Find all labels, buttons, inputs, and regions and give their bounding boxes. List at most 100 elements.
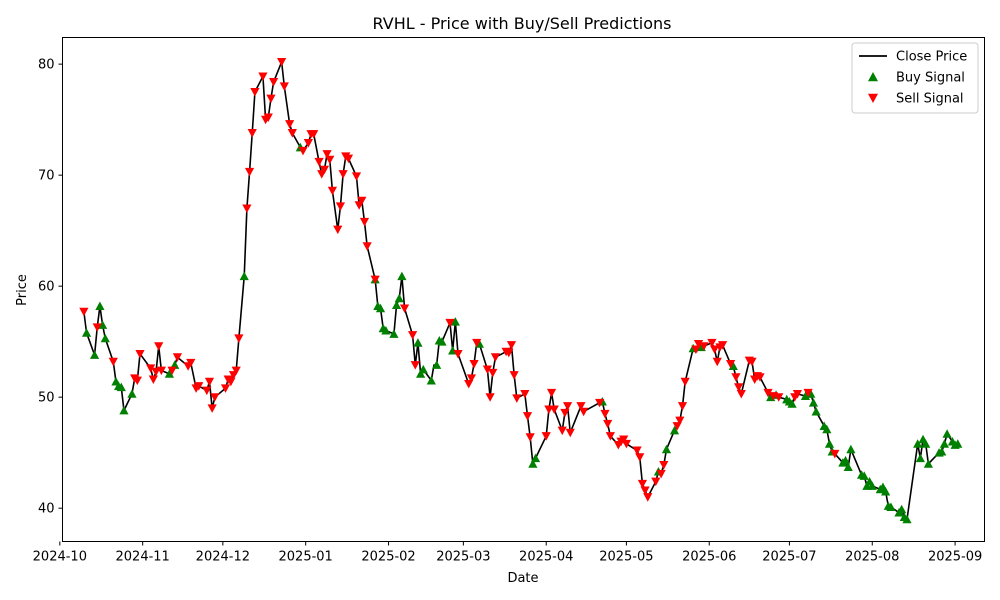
buy-signal-marker bbox=[937, 446, 947, 456]
buy-signal-marker bbox=[381, 325, 391, 335]
buy-signal-marker bbox=[100, 333, 110, 343]
buy-signal-marker bbox=[397, 271, 407, 281]
buy-signal-marker bbox=[923, 459, 933, 468]
sell-signal-marker bbox=[172, 353, 183, 362]
buy-signal-marker bbox=[897, 504, 907, 514]
sell-signal-marker bbox=[186, 358, 196, 368]
sell-signal-marker bbox=[557, 426, 567, 436]
buy-signal-marker bbox=[822, 424, 832, 434]
sell-signal-marker bbox=[148, 375, 158, 385]
x-tick-label: 2024-10 bbox=[33, 550, 87, 565]
x-axis: 2024-10 2024-11 2024-12 2025-01 2025-02 2025-… bbox=[33, 541, 982, 565]
y-tick-label: 50 bbox=[38, 391, 55, 406]
y-tick-label: 40 bbox=[38, 502, 55, 517]
buy-signal-marker bbox=[391, 300, 402, 309]
sell-signal-marker bbox=[726, 359, 736, 369]
buy-signal-marker bbox=[416, 369, 426, 378]
sell-signal-marker bbox=[333, 225, 343, 235]
sell-signal-marker bbox=[204, 377, 215, 387]
sell-signal-marker bbox=[675, 416, 685, 426]
buy-signal-marker bbox=[164, 369, 174, 378]
y-axis: 40 50 60 70 80 bbox=[38, 58, 63, 517]
sell-signal-marker bbox=[525, 433, 535, 442]
legend-box bbox=[851, 42, 979, 114]
buy-signal-marker bbox=[97, 320, 108, 329]
legend-sell-swatch bbox=[868, 93, 878, 103]
sell-signal-marker bbox=[651, 477, 661, 487]
buy-signal-marker bbox=[824, 439, 835, 448]
buy-signal-marker bbox=[867, 481, 877, 490]
sell-signal-marker bbox=[343, 154, 354, 164]
sell-signal-marker bbox=[546, 388, 557, 398]
buy-signal-marker bbox=[450, 317, 460, 326]
buy-signal-marker bbox=[953, 439, 963, 448]
y-tick-label: 80 bbox=[38, 58, 55, 73]
sell-signal-marker bbox=[410, 361, 420, 370]
sell-signal-marker bbox=[250, 87, 260, 97]
x-tick-label: 2025-07 bbox=[762, 550, 816, 565]
sell-signal-marker bbox=[92, 323, 102, 332]
sell-signal-marker bbox=[466, 374, 476, 383]
sell-signal-marker bbox=[135, 349, 145, 359]
sell-signal-marker bbox=[194, 382, 204, 391]
sell-signal-marker bbox=[325, 155, 335, 165]
sell-signal-marker bbox=[279, 82, 289, 91]
sell-signal-marker bbox=[234, 334, 244, 343]
sell-signal-marker bbox=[659, 460, 669, 470]
sell-signal-marker bbox=[755, 373, 765, 382]
sell-signal-marker bbox=[763, 388, 773, 398]
plot-frame bbox=[62, 37, 985, 542]
sell-signal-marker bbox=[247, 129, 257, 138]
sell-signal-marker bbox=[635, 453, 645, 462]
buy-signal-marker bbox=[859, 471, 869, 480]
sell-signal-marker bbox=[734, 383, 744, 392]
sell-signal-marker bbox=[146, 364, 156, 373]
plot-area bbox=[79, 58, 963, 524]
x-tick-label: 2025-02 bbox=[361, 550, 415, 565]
buy-signal-marker bbox=[375, 303, 386, 313]
sell-signal-marker bbox=[830, 449, 840, 459]
buy-signal-marker bbox=[913, 439, 923, 448]
sell-signal-marker bbox=[351, 172, 362, 181]
sell-signal-marker bbox=[266, 94, 276, 104]
sell-signal-marker bbox=[717, 341, 728, 350]
sell-signal-marker bbox=[359, 217, 370, 227]
sell-signal-marker bbox=[244, 167, 255, 177]
buy-signal-marker bbox=[426, 375, 436, 385]
sell-signal-marker bbox=[549, 405, 559, 414]
x-tick-label: 2024-11 bbox=[116, 550, 170, 565]
buy-signal-marker bbox=[127, 389, 137, 398]
sell-signal-marker bbox=[560, 408, 570, 418]
sell-signal-marker bbox=[621, 439, 631, 449]
y-axis-title: Price bbox=[15, 274, 30, 306]
buy-signal-marker bbox=[116, 382, 126, 392]
sell-signal-marker bbox=[643, 493, 653, 502]
sell-signal-marker bbox=[774, 393, 784, 402]
sell-signal-marker bbox=[485, 393, 495, 402]
buy-signal-marker bbox=[843, 462, 853, 472]
buy-signal-marker bbox=[808, 398, 819, 407]
sell-signal-marker bbox=[132, 376, 142, 386]
sell-signal-marker bbox=[520, 389, 530, 399]
sell-signal-marker bbox=[287, 129, 297, 138]
buy-signal-marker bbox=[389, 329, 399, 338]
sell-signal-marker bbox=[399, 304, 410, 313]
sell-signal-marker bbox=[656, 469, 666, 479]
sell-signal-marker bbox=[335, 202, 346, 211]
sell-signal-marker bbox=[565, 428, 575, 438]
buy-signal-marker bbox=[437, 337, 447, 346]
buy-signal-marker bbox=[787, 399, 797, 408]
sell-signal-marker bbox=[488, 368, 498, 378]
buy-signal-marker bbox=[81, 328, 92, 337]
sell-signal-marker bbox=[482, 365, 493, 375]
sell-signal-marker bbox=[338, 170, 348, 179]
buy-signal-marker bbox=[239, 271, 249, 281]
sell-signal-marker bbox=[699, 342, 709, 351]
sell-signal-marker bbox=[576, 402, 586, 411]
x-tick-label: 2025-06 bbox=[682, 550, 736, 565]
buy-signal-marker bbox=[669, 425, 680, 435]
sell-signal-marker bbox=[303, 139, 313, 148]
sell-signal-marker bbox=[210, 393, 220, 402]
sell-signal-marker bbox=[619, 435, 629, 444]
